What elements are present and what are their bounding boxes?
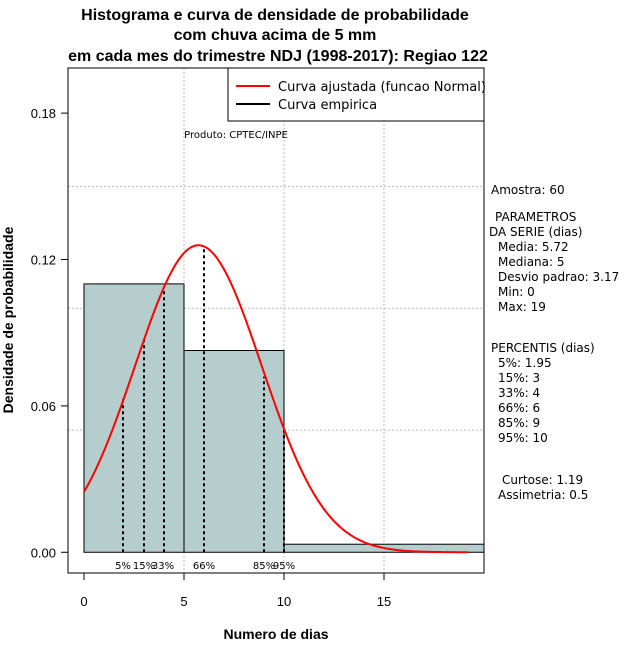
chart-title-line-1: Histograma e curva de densidade de proba…: [81, 7, 469, 24]
chart-title-line-2: com chuva acima de 5 mm: [174, 27, 377, 44]
percentil-85: 85%: 9: [498, 416, 540, 430]
legend: Curva ajustada (funcao Normal) Curva emp…: [227, 67, 486, 122]
percentile-label-0: 5%: [115, 561, 131, 572]
param-mediana: Mediana: 5: [498, 255, 565, 269]
histogram-bar-1: [183, 350, 285, 553]
x-tick-label-0: 0: [80, 594, 87, 609]
chart-title-line-3: em cada mes do trimestre NDJ (1998-2017)…: [68, 48, 488, 65]
x-tick-label-3: 15: [377, 594, 391, 609]
y-tick-label-2: 0.12: [31, 253, 56, 268]
legend-label-empirica: Curva empirica: [278, 98, 377, 113]
product-label: Produto: CPTEC/INPE: [184, 130, 288, 141]
amostra-text: Amostra: 60: [491, 183, 565, 197]
percentil-66: 66%: 6: [498, 401, 540, 415]
param-max: Max: 19: [498, 300, 546, 314]
normal-density-curve: [83, 244, 469, 554]
y-tick-label-0: 0.00: [31, 545, 56, 560]
parametros-title-2: DA SERIE (dias): [489, 225, 582, 239]
legend-label-normal: Curva ajustada (funcao Normal): [278, 80, 486, 95]
percentile-label-1: 15%: [133, 561, 155, 572]
density-curve-layer: [83, 244, 469, 554]
percentile-lines: [122, 247, 285, 553]
x-axis-title: Numero de dias: [223, 626, 328, 642]
percentile-label-2: 33%: [152, 561, 174, 572]
parametros-title-1: PARAMETROS: [495, 210, 576, 224]
percentil-5: 5%: 1.95: [498, 356, 552, 370]
param-min: Min: 0: [498, 285, 535, 299]
percentil-15: 15%: 3: [498, 371, 540, 385]
legend-box: [227, 67, 485, 122]
percentil-95: 95%: 10: [498, 431, 548, 445]
percentis-title: PERCENTIS (dias): [491, 341, 595, 355]
histogram-bar-0: [83, 283, 185, 553]
y-axis-title: Densidade de probabilidade: [0, 226, 16, 413]
percentile-label-4: 85%: [253, 561, 275, 572]
y-tick-label-1: 0.06: [31, 399, 56, 414]
percentile-label-3: 66%: [193, 561, 215, 572]
x-tick-label-1: 5: [180, 594, 187, 609]
statistics-panel: Amostra: 60 PARAMETROS DA SERIE (dias) M…: [489, 183, 619, 502]
param-desvio: Desvio padrao: 3.17: [498, 270, 619, 284]
assimetria-text: Assimetria: 0.5: [498, 488, 588, 502]
param-media: Media: 5.72: [498, 240, 569, 254]
curtose-text: Curtose: 1.19: [502, 473, 583, 487]
percentile-labels: 5% 15%33% 66% 85%95%: [115, 561, 295, 572]
axes: 0 5 10 15 0.00 0.06 0.12 0.18: [31, 106, 392, 609]
y-tick-label-3: 0.18: [31, 106, 56, 121]
x-tick-label-2: 10: [277, 594, 291, 609]
percentile-label-5: 95%: [273, 561, 295, 572]
percentil-33: 33%: 4: [498, 386, 540, 400]
